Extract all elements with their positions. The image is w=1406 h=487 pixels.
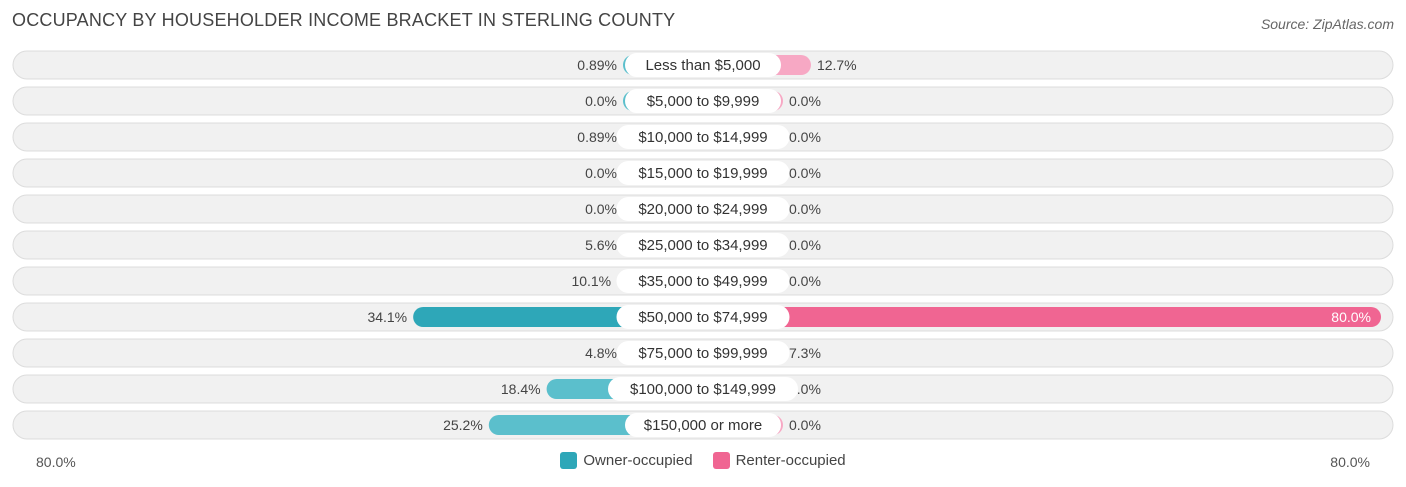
owner-value-label: 18.4%: [501, 381, 541, 397]
bar-row: 0.89% 0.0% $10,000 to $14,999: [12, 122, 1394, 152]
category-pill: [616, 233, 790, 257]
bar-row: 4.8% 7.3% $75,000 to $99,999: [12, 338, 1394, 368]
axis-right-label: 80.0%: [1330, 454, 1370, 470]
renter-value-label: 7.3%: [789, 345, 821, 361]
legend-label-owner: Owner-occupied: [583, 452, 693, 469]
axis-left-label: 80.0%: [36, 454, 76, 470]
category-label: Less than $5,000: [645, 57, 760, 74]
category-pill: [616, 197, 790, 221]
category-label: $25,000 to $34,999: [638, 237, 767, 254]
category-label: $50,000 to $74,999: [638, 309, 767, 326]
source-note: Source: ZipAtlas.com: [1260, 16, 1394, 32]
renter-value-label: 0.0%: [789, 417, 821, 433]
category-pill: [625, 413, 781, 437]
bar-row: 25.2% 0.0% $150,000 or more: [12, 410, 1394, 440]
category-label: $100,000 to $149,999: [630, 381, 776, 398]
category-pill: [616, 269, 790, 293]
renter-value-label: 0.0%: [789, 129, 821, 145]
owner-value-label: 0.0%: [585, 201, 617, 217]
bar-row: 5.6% 0.0% $25,000 to $34,999: [12, 230, 1394, 260]
owner-value-label: 10.1%: [571, 273, 611, 289]
legend-swatch-renter: [712, 452, 730, 469]
category-pill: [616, 305, 790, 329]
bar-row: 0.89% 12.7% Less than $5,000: [12, 50, 1394, 80]
category-pill: [608, 377, 798, 401]
bar-row: 0.0% 0.0% $15,000 to $19,999: [12, 158, 1394, 188]
category-label: $10,000 to $14,999: [638, 129, 767, 146]
renter-value-label: 80.0%: [1331, 309, 1371, 325]
category-label: $150,000 or more: [644, 417, 762, 434]
legend-item-renter: Renter-occupied: [712, 452, 846, 469]
owner-value-label: 34.1%: [367, 309, 407, 325]
owner-value-label: 0.89%: [577, 129, 617, 145]
category-pill: [616, 125, 790, 149]
bar-row: 18.4% 0.0%$100,000 to $149,999: [12, 374, 1394, 404]
renter-value-label: 0.0%: [789, 93, 821, 109]
bar-row: 0.0% 0.0% $5,000 to $9,999: [12, 86, 1394, 116]
category-pill: [625, 53, 781, 77]
chart-title: OCCUPANCY BY HOUSEHOLDER INCOME BRACKET …: [12, 10, 676, 30]
renter-value-label: 0.0%: [789, 165, 821, 181]
owner-value-label: 4.8%: [585, 345, 617, 361]
category-label: $75,000 to $99,999: [638, 345, 767, 362]
legend: Owner-occupied Renter-occupied: [0, 452, 1406, 469]
renter-value-label: 12.7%: [817, 57, 857, 73]
category-pill: [625, 89, 781, 113]
renter-value-label: 0.0%: [789, 201, 821, 217]
renter-value-label: 0.0%: [789, 273, 821, 289]
category-pill: [616, 341, 790, 365]
owner-value-label: 25.2%: [443, 417, 483, 433]
category-label: $15,000 to $19,999: [638, 165, 767, 182]
bar-row: 10.1% 0.0% $35,000 to $49,999: [12, 266, 1394, 296]
category-pill: [616, 161, 790, 185]
owner-value-label: 0.0%: [585, 165, 617, 181]
owner-value-label: 0.89%: [577, 57, 617, 73]
owner-value-label: 5.6%: [585, 237, 617, 253]
bar-row: 34.1% 80.0% $50,000 to $74,999: [12, 302, 1394, 332]
owner-value-label: 0.0%: [585, 93, 617, 109]
bar-row: 0.0% 0.0% $20,000 to $24,999: [12, 194, 1394, 224]
legend-item-owner: Owner-occupied: [560, 452, 693, 469]
renter-value-label: 0.0%: [789, 237, 821, 253]
legend-swatch-owner: [560, 452, 578, 469]
renter-bar: [703, 307, 1381, 327]
category-label: $5,000 to $9,999: [647, 93, 760, 110]
legend-label-renter: Renter-occupied: [735, 452, 846, 469]
category-label: $20,000 to $24,999: [638, 201, 767, 218]
category-label: $35,000 to $49,999: [638, 273, 767, 290]
